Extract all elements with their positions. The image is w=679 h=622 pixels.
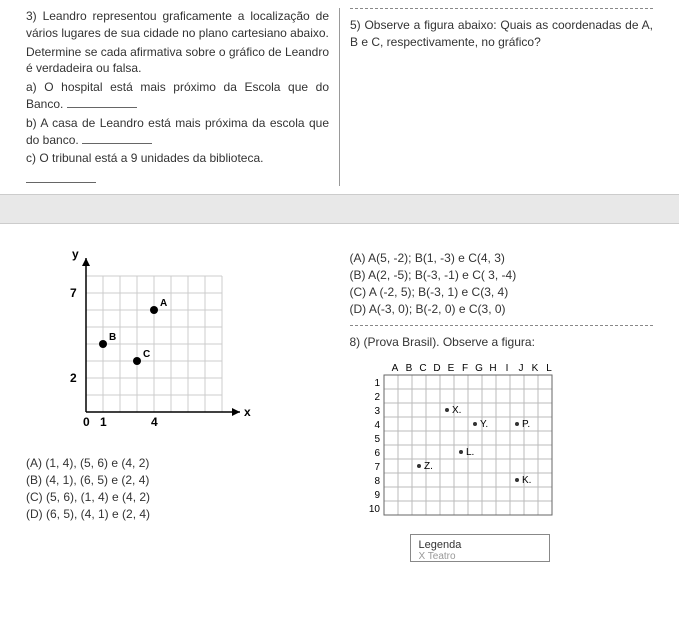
svg-text:6: 6	[374, 448, 380, 459]
page-break	[0, 194, 679, 224]
svg-text:4: 4	[151, 415, 158, 429]
blank-b	[82, 134, 152, 144]
q3-a: a) O hospital está mais próximo da Escol…	[26, 79, 329, 113]
opt-d: (D) (6, 5), (4, 1) e (2, 4)	[26, 506, 330, 523]
svg-text:B: B	[405, 363, 412, 374]
svg-text:9: 9	[374, 490, 380, 501]
svg-text:H: H	[489, 363, 496, 374]
svg-text:K: K	[531, 363, 538, 374]
ropt-c: (C) A (-2, 5); B(-3, 1) e C(3, 4)	[350, 284, 654, 301]
ropt-b: (B) A(2, -5); B(-3, -1) e C( 3, -4)	[350, 267, 654, 284]
chart2-container: ABCDEFGHIJKL 1 2 3 4 5 6 7 8 9 10 X. Y. P. L. Z. K.	[360, 357, 654, 530]
chart2: ABCDEFGHIJKL 1 2 3 4 5 6 7 8 9 10 X. Y. P. L. Z. K.	[360, 357, 640, 527]
svg-text:G: G	[475, 363, 483, 374]
svg-text:B: B	[109, 332, 116, 343]
q5-text: 5) Observe a figura abaixo: Quais as coo…	[350, 17, 653, 51]
svg-text:2: 2	[374, 392, 380, 403]
svg-text:0: 0	[83, 415, 90, 429]
svg-text:F: F	[461, 363, 467, 374]
bottom-section: xy01427ABC (A) (1, 4), (5, 6) e (4, 2) (…	[0, 224, 679, 570]
svg-text:L: L	[546, 363, 552, 374]
opt-a: (A) (1, 4), (5, 6) e (4, 2)	[26, 455, 330, 472]
svg-text:1: 1	[374, 378, 380, 389]
blank-a	[67, 98, 137, 108]
legend-title: Legenda	[419, 539, 541, 551]
svg-text:K.: K.	[522, 475, 531, 486]
chart1-options: (A) (1, 4), (5, 6) e (4, 2) (B) (4, 1), …	[26, 455, 330, 522]
svg-text:x: x	[244, 405, 251, 419]
svg-text:10: 10	[368, 504, 380, 515]
svg-text:C: C	[143, 349, 150, 360]
svg-text:4: 4	[374, 420, 380, 431]
separator	[350, 8, 653, 9]
svg-text:J: J	[518, 363, 523, 374]
question-5: 5) Observe a figura abaixo: Quais as coo…	[340, 8, 663, 186]
legend-box: Legenda X Teatro	[410, 534, 550, 562]
right-options: (A) A(5, -2); B(1, -3) e C(4, 3) (B) A(2…	[350, 250, 654, 317]
svg-text:2: 2	[70, 371, 77, 385]
svg-text:I: I	[505, 363, 508, 374]
blank-c	[26, 173, 96, 183]
svg-text:Y.: Y.	[480, 419, 488, 430]
svg-text:A: A	[391, 363, 398, 374]
legend-row1: X Teatro	[419, 551, 541, 561]
q3-intro2: Determine se cada afirmativa sobre o grá…	[26, 44, 329, 78]
svg-text:7: 7	[374, 462, 380, 473]
opt-b: (B) (4, 1), (6, 5) e (2, 4)	[26, 472, 330, 489]
chart1: x y 01 4 2 7 A B C	[46, 242, 256, 442]
svg-text:5: 5	[374, 434, 380, 445]
svg-text:D: D	[433, 363, 440, 374]
svg-text:C: C	[419, 363, 426, 374]
svg-text:7: 7	[70, 286, 77, 300]
q3-intro1: 3) Leandro representou graficamente a lo…	[26, 8, 329, 42]
ropt-d: (D) A(-3, 0); B(-2, 0) e C(3, 0)	[350, 301, 654, 318]
svg-text:P.: P.	[522, 419, 530, 430]
separator2	[350, 325, 654, 326]
right-bottom-col: (A) A(5, -2); B(1, -3) e C(4, 3) (B) A(2…	[340, 232, 664, 562]
svg-text:1: 1	[100, 415, 107, 429]
left-bottom-col: x y 01 4 2 7 A B C (A) (1, 4), (5, 6) e (4, 2) (…	[16, 232, 340, 562]
ropt-a: (A) A(5, -2); B(1, -3) e C(4, 3)	[350, 250, 654, 267]
question-3: 3) Leandro representou graficamente a lo…	[16, 8, 340, 186]
svg-text:X.: X.	[452, 405, 461, 416]
svg-text:Z.: Z.	[424, 461, 433, 472]
q3-b: b) A casa de Leandro está mais próxima d…	[26, 115, 329, 149]
svg-text:E: E	[447, 363, 454, 374]
svg-text:3: 3	[374, 406, 380, 417]
top-section: 3) Leandro representou graficamente a lo…	[0, 0, 679, 194]
q3-c: c) O tribunal está a 9 unidades da bibli…	[26, 150, 329, 167]
chart1-container: x y 01 4 2 7 A B C	[46, 242, 330, 445]
svg-text:L.: L.	[466, 447, 474, 458]
q8-text: 8) (Prova Brasil). Observe a figura:	[350, 334, 654, 351]
opt-c: (C) (5, 6), (1, 4) e (4, 2)	[26, 489, 330, 506]
svg-text:A: A	[160, 298, 167, 309]
svg-text:8: 8	[374, 476, 380, 487]
svg-text:y: y	[72, 247, 79, 261]
